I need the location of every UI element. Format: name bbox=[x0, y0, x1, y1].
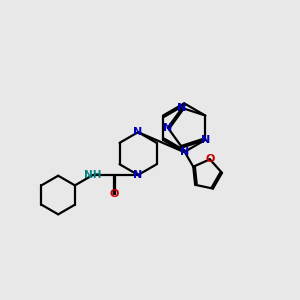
Text: O: O bbox=[205, 154, 214, 164]
Text: N: N bbox=[134, 170, 143, 180]
Text: O: O bbox=[109, 189, 119, 199]
Text: NH: NH bbox=[84, 170, 102, 180]
Text: N: N bbox=[163, 123, 172, 133]
Text: N: N bbox=[134, 127, 143, 137]
Text: N: N bbox=[180, 147, 189, 157]
Text: N: N bbox=[178, 103, 187, 113]
Text: N: N bbox=[201, 135, 210, 145]
